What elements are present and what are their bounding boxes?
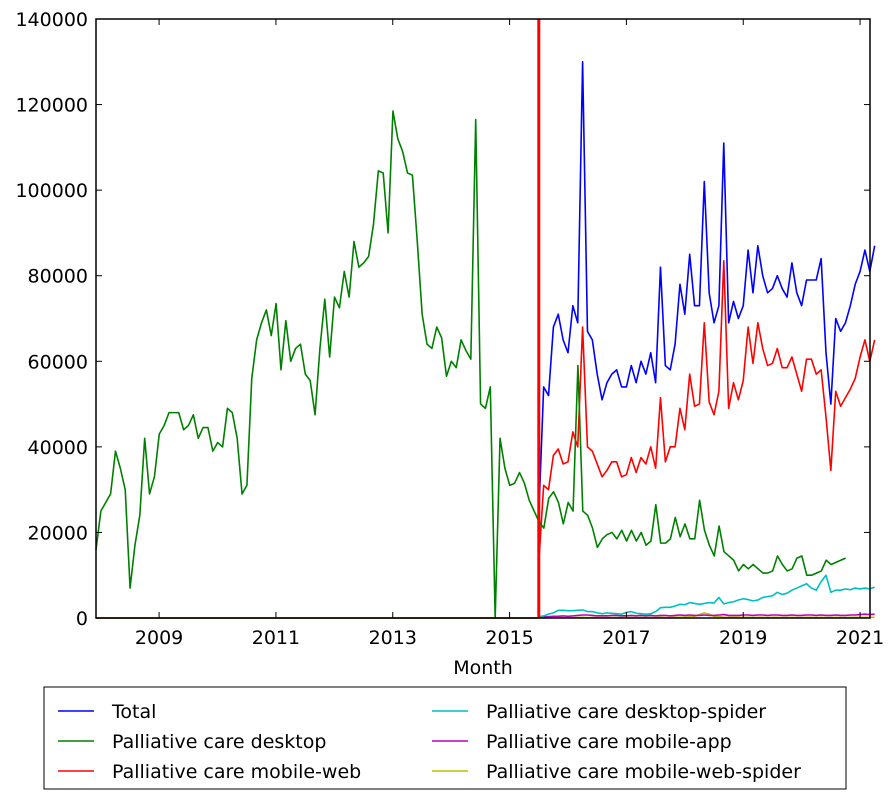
- x-tick-label: 2011: [252, 627, 300, 649]
- series-line-palliative-care-mobile-app: [538, 613, 875, 618]
- y-tick-label: 20000: [28, 522, 88, 544]
- y-tick-label: 40000: [28, 437, 88, 459]
- legend-item: Palliative care desktop: [58, 731, 326, 753]
- series-line-total: [537, 60, 876, 516]
- legend-item: Palliative care mobile-app: [432, 731, 732, 753]
- legend: Total Palliative care desktop Palliative c…: [43, 686, 847, 790]
- legend-box: [43, 686, 847, 790]
- y-tick-label: 140000: [15, 9, 88, 31]
- legend-label: Total: [111, 701, 156, 723]
- series-layer: [95, 60, 876, 619]
- y-axis: 0 20000 40000 60000 80000 100000 120000 140000: [15, 9, 870, 630]
- x-tick-label: 2009: [135, 627, 183, 649]
- legend-label: Palliative care mobile-app: [486, 731, 732, 753]
- x-tick-label: 2021: [836, 627, 884, 649]
- series-line-palliative-care-desktop-spider: [538, 574, 875, 618]
- x-axis-label: Month: [453, 657, 513, 679]
- x-tick-label: 2013: [369, 627, 417, 649]
- y-tick-label: 80000: [28, 266, 88, 288]
- legend-label: Palliative care desktop: [112, 731, 326, 753]
- x-tick-label: 2015: [485, 627, 533, 649]
- legend-label: Palliative care mobile-web: [112, 761, 361, 783]
- series-line-palliative-care-mobile-web: [537, 259, 876, 563]
- legend-label: Palliative care mobile-web-spider: [486, 761, 801, 783]
- x-axis: 2009 2011 2013 2015 2017 2019 2021: [135, 19, 884, 649]
- plot-frame: [95, 18, 871, 619]
- legend-item: Palliative care mobile-web-spider: [432, 761, 801, 783]
- legend-item: Palliative care desktop-spider: [432, 701, 766, 723]
- legend-label: Palliative care desktop-spider: [486, 701, 766, 723]
- x-tick-label: 2017: [602, 627, 650, 649]
- x-tick-label: 2019: [719, 627, 767, 649]
- y-tick-label: 0: [76, 608, 88, 630]
- y-tick-label: 120000: [15, 95, 88, 117]
- legend-item: Palliative care mobile-web: [58, 761, 361, 783]
- legend-item: Total: [58, 701, 156, 723]
- y-tick-label: 100000: [15, 180, 88, 202]
- series-line-palliative-care-desktop: [95, 110, 846, 619]
- y-tick-label: 60000: [28, 351, 88, 373]
